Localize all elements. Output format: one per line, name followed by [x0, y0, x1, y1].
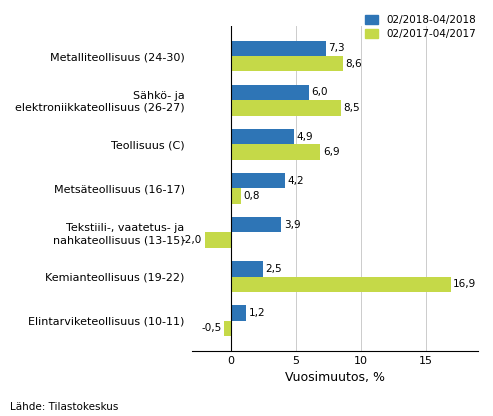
- Text: 3,9: 3,9: [284, 220, 300, 230]
- Bar: [205, 233, 231, 248]
- Legend: 02/2018-04/2018, 02/2017-04/2017: 02/2018-04/2018, 02/2017-04/2017: [365, 15, 476, 40]
- Bar: [231, 85, 309, 100]
- Bar: [231, 41, 326, 56]
- Bar: [231, 305, 246, 321]
- Bar: [231, 144, 320, 160]
- Bar: [231, 261, 263, 277]
- Bar: [231, 277, 451, 292]
- Bar: [231, 129, 294, 144]
- Bar: [224, 321, 231, 336]
- Text: -0,5: -0,5: [202, 324, 222, 334]
- Text: 7,3: 7,3: [328, 43, 345, 53]
- Text: 8,6: 8,6: [345, 59, 361, 69]
- Bar: [231, 173, 285, 188]
- Bar: [231, 217, 282, 233]
- Text: 4,9: 4,9: [297, 131, 314, 141]
- Text: 4,2: 4,2: [287, 176, 304, 186]
- Text: 8,5: 8,5: [344, 103, 360, 113]
- Text: 1,2: 1,2: [248, 308, 265, 318]
- Text: -2,0: -2,0: [182, 235, 202, 245]
- Text: 6,9: 6,9: [323, 147, 340, 157]
- Text: 2,5: 2,5: [266, 264, 282, 274]
- Text: 16,9: 16,9: [453, 279, 476, 290]
- Bar: [231, 188, 241, 204]
- Text: 6,0: 6,0: [311, 87, 327, 97]
- Text: 0,8: 0,8: [244, 191, 260, 201]
- X-axis label: Vuosimuutos, %: Vuosimuutos, %: [285, 371, 385, 384]
- Text: Lähde: Tilastokeskus: Lähde: Tilastokeskus: [10, 402, 118, 412]
- Bar: [231, 100, 341, 116]
- Bar: [231, 56, 343, 72]
